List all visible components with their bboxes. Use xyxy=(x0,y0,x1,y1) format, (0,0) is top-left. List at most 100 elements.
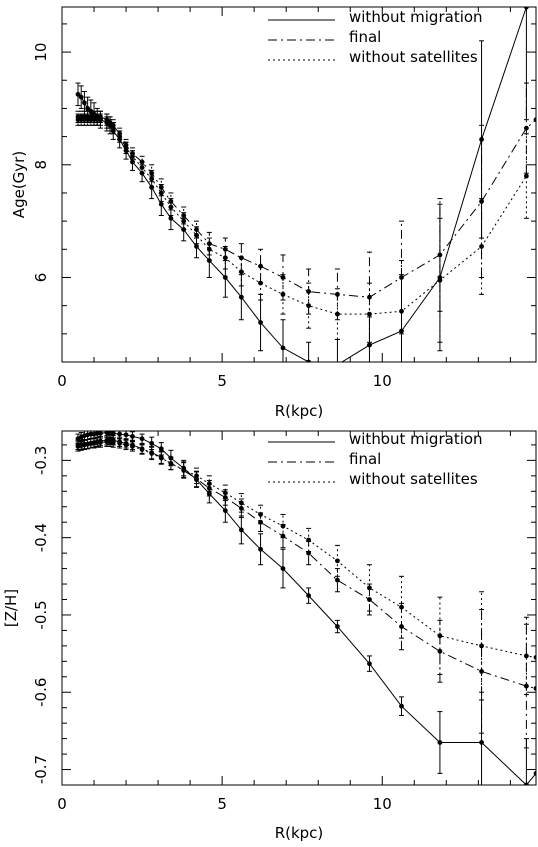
data-point xyxy=(123,432,129,438)
data-point xyxy=(222,255,228,261)
data-point xyxy=(306,359,312,362)
x-tick-label: 10 xyxy=(373,372,392,390)
data-point xyxy=(437,633,443,639)
data-point xyxy=(130,434,135,439)
data-point xyxy=(194,232,199,238)
data-point xyxy=(437,648,443,654)
metallicity-panel: 0 5 10 -0.3 -0.4 -0.5 -0.6 -0.7 R(kpc) [Z/H] witho… xyxy=(2,430,537,842)
data-point xyxy=(280,523,286,529)
x-tick-label: 5 xyxy=(217,372,227,390)
data-point xyxy=(533,771,536,776)
data-point xyxy=(110,125,116,131)
x-tick-label: 0 xyxy=(57,795,67,813)
data-point xyxy=(98,440,103,445)
data-point xyxy=(258,512,263,517)
data-point xyxy=(181,467,187,473)
data-point xyxy=(117,431,123,437)
series-final-line xyxy=(77,438,536,689)
data-point xyxy=(523,7,529,10)
data-point xyxy=(523,683,529,689)
data-point xyxy=(437,740,443,745)
data-point xyxy=(238,500,244,506)
y-tick-label: 10 xyxy=(32,43,50,62)
y-axis-title: [Z/H] xyxy=(2,589,20,627)
data-point xyxy=(479,740,484,745)
data-point xyxy=(149,451,155,456)
legend-label: final xyxy=(349,28,381,46)
data-point xyxy=(238,294,244,300)
data-point xyxy=(479,199,484,204)
data-point xyxy=(335,577,340,583)
y-tick-label: 6 xyxy=(32,273,50,283)
data-point xyxy=(335,558,340,564)
data-point xyxy=(335,624,340,629)
data-point xyxy=(130,153,135,159)
data-point xyxy=(238,505,244,511)
x-axis-title: R(kpc) xyxy=(275,824,324,842)
data-point xyxy=(104,120,110,125)
data-point xyxy=(306,593,312,599)
data-point xyxy=(399,604,404,610)
data-point xyxy=(437,277,443,283)
x-tick-label: 10 xyxy=(373,795,392,813)
data-point xyxy=(158,455,164,461)
data-point xyxy=(258,280,263,286)
data-point xyxy=(280,566,286,571)
data-point xyxy=(238,527,244,533)
data-point xyxy=(479,643,484,649)
y-tick-label: -0.6 xyxy=(32,678,50,707)
data-point xyxy=(335,362,340,367)
x-tick-label: 5 xyxy=(217,795,227,813)
data-point xyxy=(85,106,91,111)
data-point xyxy=(149,170,155,176)
data-point xyxy=(194,244,199,249)
legend-label: without satellites xyxy=(349,48,478,66)
data-point xyxy=(206,246,212,252)
data-point xyxy=(194,227,199,232)
y-tick-label: 8 xyxy=(32,160,50,170)
data-point xyxy=(206,481,212,486)
data-point xyxy=(181,213,187,218)
legend-label: without satellites xyxy=(349,470,478,488)
data-point xyxy=(158,446,164,452)
data-point xyxy=(335,311,340,317)
series-without-satellites-line xyxy=(78,119,527,315)
data-point xyxy=(523,125,529,131)
data-point xyxy=(149,176,155,182)
data-point xyxy=(367,661,372,667)
age-panel: 0 5 10 6 8 10 R(kpc) Age(Gyr) without migration f… xyxy=(10,6,537,420)
y-tick-label: -0.4 xyxy=(32,523,50,552)
data-point xyxy=(523,653,529,659)
x-axis-title: R(kpc) xyxy=(275,402,324,420)
data-point xyxy=(238,269,244,275)
plot-area xyxy=(75,7,536,367)
data-point xyxy=(222,495,228,500)
data-point xyxy=(479,668,484,674)
legend-label: without migration xyxy=(349,430,483,448)
series-final-line xyxy=(78,116,536,298)
data-point xyxy=(168,215,174,221)
data-point xyxy=(117,440,123,446)
data-point xyxy=(280,291,286,297)
data-point xyxy=(98,431,103,436)
data-point xyxy=(258,546,263,552)
data-point xyxy=(222,490,228,496)
data-point xyxy=(117,134,123,140)
data-point xyxy=(78,94,84,100)
data-point xyxy=(258,320,263,325)
y-tick-label: -0.3 xyxy=(32,446,50,475)
data-point xyxy=(139,165,145,170)
data-point xyxy=(479,244,484,249)
data-point xyxy=(82,100,87,106)
data-point xyxy=(75,91,81,97)
data-point xyxy=(110,440,116,445)
data-point xyxy=(181,218,187,224)
data-point xyxy=(123,442,129,448)
data-point xyxy=(523,173,529,179)
data-point xyxy=(367,294,372,300)
data-point xyxy=(139,436,145,442)
legend: without migration final without satellites xyxy=(268,8,483,66)
data-point xyxy=(206,485,212,491)
data-point xyxy=(139,447,145,452)
